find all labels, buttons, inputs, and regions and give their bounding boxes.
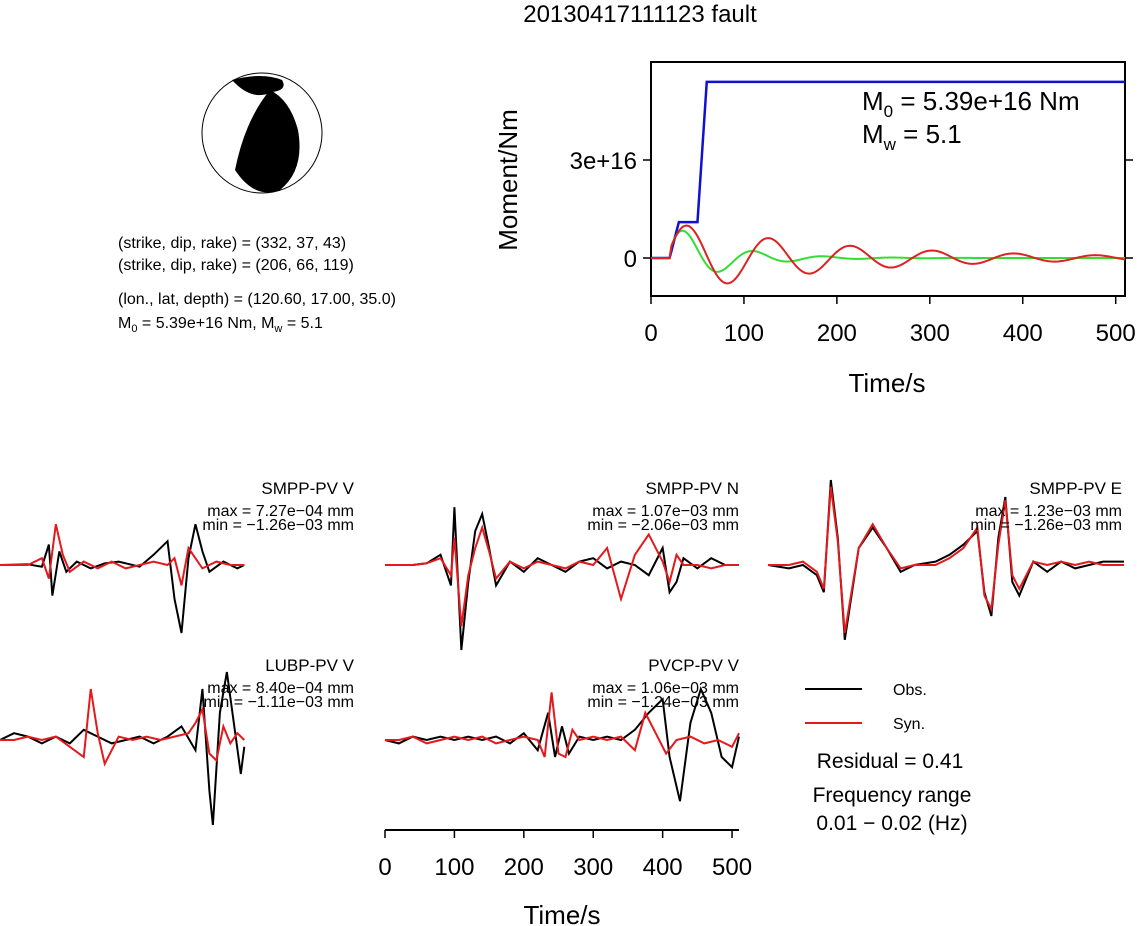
moment-rate-line-red (651, 224, 1126, 285)
observed-trace (384, 686, 740, 802)
mechanism-info: (strike, dip, rake) = (332, 37, 43) (str… (118, 235, 396, 335)
synthetic-trace (0, 523, 245, 586)
figure-title: 20130417111123 fault (523, 1, 757, 28)
station-max: max = 8.40e−04 mm (207, 680, 354, 697)
waveform-xtick-label: 0 (378, 854, 391, 881)
moment-xtick-label: 200 (817, 320, 857, 347)
observed-trace (0, 523, 245, 634)
synthetic-trace (385, 524, 739, 627)
mechanism-line-3: (lon., lat, depth) = (120.60, 17.00, 35.… (118, 291, 396, 308)
moment-xtick-label: 100 (724, 320, 764, 347)
moment-xlabel: Time/s (848, 368, 925, 398)
synthetic-trace (385, 692, 740, 759)
observed-trace (0, 671, 246, 826)
station-max: max = 1.06e−03 mm (592, 680, 739, 697)
station-min: min = −1.24e−03 mm (587, 694, 739, 711)
moment-rate-line-green (651, 229, 1126, 273)
waveform-time-axis: 0 100 200 300 400 500 Time/s (378, 829, 752, 926)
synthetic-trace (0, 688, 246, 767)
synthetic-trace (768, 486, 1124, 634)
station-name: SMPP-PV N (645, 479, 739, 498)
station-name: SMPP-PV E (1029, 479, 1122, 498)
station-min: min = −1.26e−03 mm (202, 517, 354, 534)
waveform-xtick-label: 200 (504, 854, 544, 881)
station-name: PVCP-PV V (648, 656, 739, 675)
waveform-xlabel: Time/s (523, 900, 600, 926)
waveform-axis-ticks: 0 100 200 300 400 500 (378, 830, 752, 881)
focal-mechanism-beachball (201, 72, 323, 194)
frequency-range-title: Frequency range (813, 784, 972, 807)
station-min: min = −1.11e−03 mm (204, 694, 354, 711)
legend: Obs. Syn. Residual = 0.41 Frequency rang… (805, 682, 971, 835)
legend-obs-label: Obs. (893, 682, 927, 699)
station-max: max = 1.07e−03 mm (592, 503, 739, 520)
moment-m0-label: M0 = 5.39e+16 Nm (862, 86, 1080, 121)
moment-mw-label: Mw = 5.1 (862, 119, 962, 154)
station-max: max = 7.27e−04 mm (207, 503, 354, 520)
moment-xtick-label: 400 (1003, 320, 1043, 347)
moment-xtick-label: 500 (1096, 320, 1136, 347)
moment-xtick-label: 300 (910, 320, 950, 347)
station-name: SMPP-PV V (261, 479, 354, 498)
moment-axis-ticks: 0 100 200 300 400 500 0 3e+16 (570, 148, 1136, 347)
moment-ylabel: Moment/Nm (493, 109, 523, 251)
station-min: min = −2.06e−03 mm (587, 517, 739, 534)
moment-plot-frame (650, 61, 1126, 297)
mechanism-line-1: (strike, dip, rake) = (332, 37, 43) (118, 235, 346, 252)
frequency-range-value: 0.01 − 0.02 (Hz) (816, 812, 967, 835)
mechanism-line-4: M0 = 5.39e+16 Nm, Mw = 5.1 (118, 315, 323, 335)
moment-ytick-label: 3e+16 (570, 148, 637, 175)
residual-text: Residual = 0.41 (817, 750, 964, 773)
waveform-xtick-label: 300 (573, 854, 613, 881)
station-min: min = −1.26e−03 mm (970, 517, 1122, 534)
waveform-xtick-label: 500 (712, 854, 752, 881)
legend-syn-label: Syn. (893, 716, 925, 733)
moment-ytick-label: 0 (624, 246, 637, 273)
waveform-xtick-label: 100 (434, 854, 474, 881)
station-name: LUBP-PV V (265, 656, 354, 675)
mechanism-line-2: (strike, dip, rake) = (206, 66, 119) (118, 257, 354, 274)
station-max: max = 1.23e−03 mm (975, 503, 1122, 520)
moment-xtick-label: 0 (644, 320, 657, 347)
waveform-xtick-label: 400 (643, 854, 683, 881)
